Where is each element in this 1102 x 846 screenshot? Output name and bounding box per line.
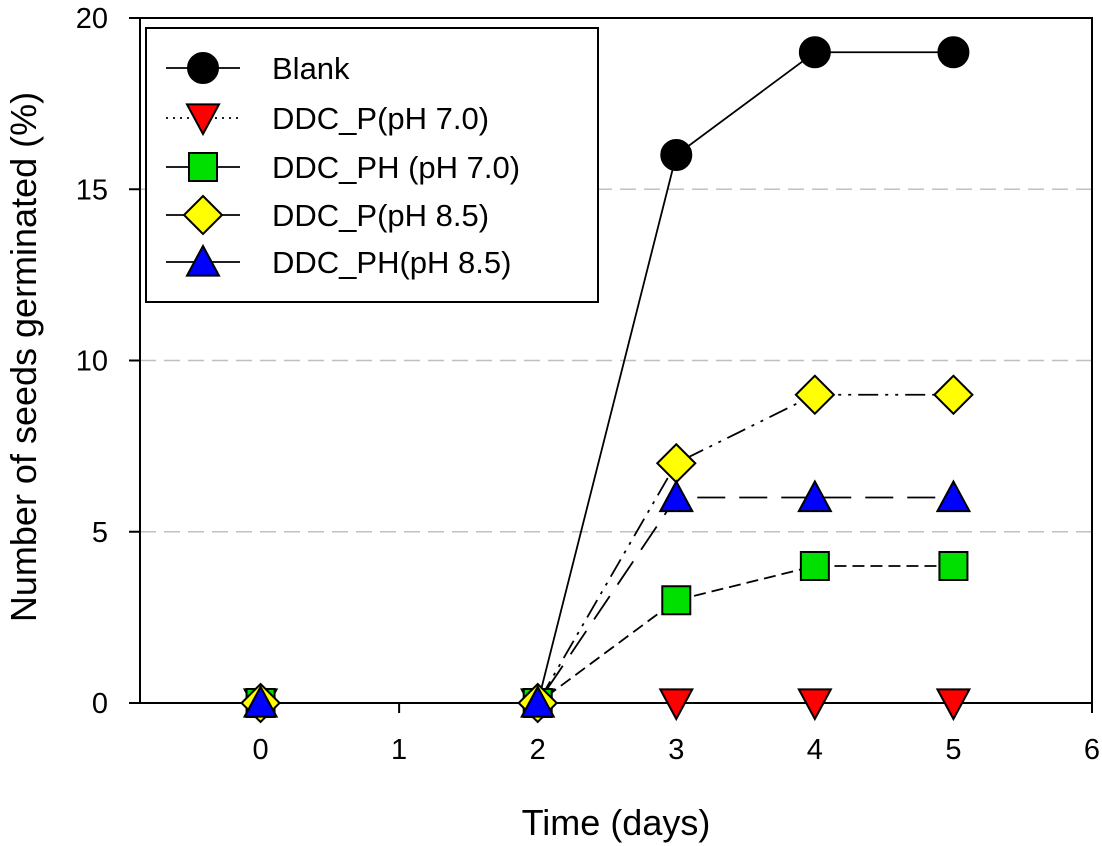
x-tick-label: 6	[1084, 734, 1100, 766]
legend-label: DDC_P(pH 7.0)	[272, 101, 489, 136]
legend-label: DDC_PH (pH 7.0)	[272, 150, 520, 185]
series-line	[260, 496, 954, 704]
marker-triangle-down	[658, 688, 694, 722]
legend-item: DDC_PH(pH 8.5)	[166, 243, 511, 280]
marker-square	[799, 551, 830, 581]
legend-label: DDC_P(pH 8.5)	[272, 198, 489, 233]
marker-square	[661, 585, 692, 616]
marker-diamond	[933, 374, 974, 416]
marker-circle	[660, 139, 693, 171]
legend-item: DDC_PH (pH 7.0)	[166, 150, 520, 185]
marker-triangle-up	[658, 479, 694, 513]
series-marker-group	[245, 551, 969, 718]
x-tick-label: 1	[391, 734, 407, 766]
marker-triangle-down	[797, 688, 833, 722]
marker-triangle-up	[935, 479, 972, 513]
legend-item: Blank	[166, 51, 350, 86]
legend-label: DDC_PH(pH 8.5)	[272, 245, 511, 280]
series-markers	[240, 36, 974, 724]
y-tick-label: 0	[92, 688, 108, 720]
series-marker-group	[242, 479, 972, 718]
x-tick-label: 4	[807, 734, 823, 766]
marker-square	[938, 551, 969, 581]
legend-label: Blank	[272, 51, 350, 86]
x-tick-label: 5	[945, 734, 961, 766]
marker-triangle-up	[797, 479, 833, 513]
legend: Blank DDC_P(pH 7.0) DDC_PH (pH 7.0) DDC_P(p…	[145, 27, 599, 303]
y-tick-label: 5	[92, 517, 108, 549]
x-tick-label: 3	[668, 734, 684, 766]
marker-triangle-down	[935, 688, 972, 722]
legend-box	[145, 27, 599, 303]
marker-diamond	[655, 442, 697, 484]
legend-item: DDC_P(pH 7.0)	[166, 101, 489, 137]
y-axis-ticks: 0 5 10 15 20	[76, 3, 140, 720]
x-tick-label: 2	[530, 734, 546, 766]
marker-square	[188, 152, 218, 182]
marker-triangle-up	[242, 684, 279, 718]
marker-diamond	[794, 374, 836, 416]
marker-circle	[937, 36, 970, 69]
series-line	[260, 565, 954, 704]
marker-circle	[798, 36, 831, 69]
y-axis-title: Number of seeds germinated (%)	[3, 92, 44, 622]
marker-triangle-up	[520, 684, 556, 718]
marker-circle	[187, 52, 219, 84]
marker-diamond	[182, 194, 224, 236]
series-marker-group	[242, 688, 972, 722]
x-axis-title: Time (days)	[522, 802, 711, 843]
y-tick-label: 10	[76, 346, 108, 378]
series-line	[260, 393, 954, 704]
marker-triangle-up	[185, 243, 221, 277]
y-tick-label: 20	[76, 3, 108, 35]
legend-item: DDC_P(pH 8.5)	[166, 194, 489, 236]
marker-triangle-down	[185, 103, 221, 137]
y-tick-label: 15	[76, 174, 108, 206]
x-tick-label: 0	[252, 734, 268, 766]
